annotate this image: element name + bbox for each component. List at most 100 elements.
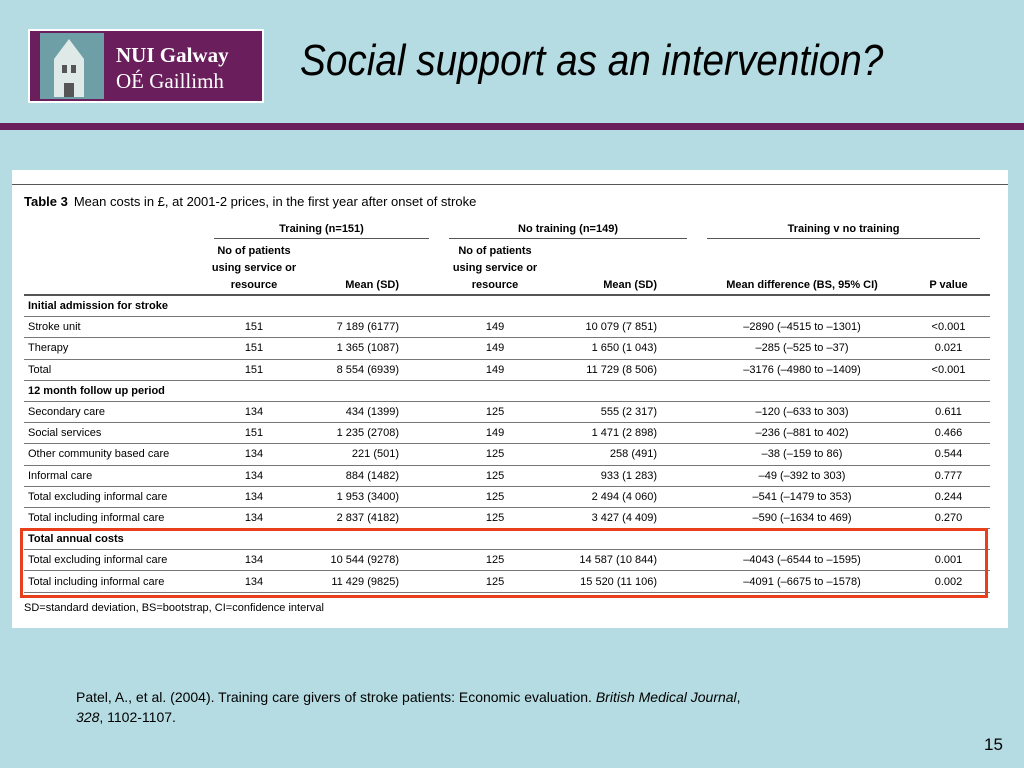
cell: 434 (1399) bbox=[304, 401, 440, 424]
row-label: Social services bbox=[24, 422, 204, 445]
cell: 134 bbox=[204, 401, 304, 424]
data-row: Other community based care 134 221 (501) 12… bbox=[24, 443, 991, 466]
caption-text: Mean costs in £, at 2001-2 prices, in th… bbox=[73, 194, 477, 209]
column-header: No of patients using service or resource bbox=[204, 242, 304, 296]
cell: 3 427 (4 409) bbox=[551, 507, 698, 530]
cell: 10 544 (9278) bbox=[304, 549, 440, 572]
cell: 8 554 (6939) bbox=[304, 359, 440, 381]
slide-title: Social support as an intervention? bbox=[300, 36, 884, 85]
cell: 11 729 (8 506) bbox=[551, 359, 698, 381]
citation-pages: , 1102-1107. bbox=[99, 709, 176, 725]
column-header: Mean difference (BS, 95% CI) bbox=[697, 242, 908, 296]
cell: 0.611 bbox=[907, 401, 991, 424]
row-label: Total bbox=[24, 359, 204, 381]
cell: 125 bbox=[439, 443, 552, 466]
cell: 151 bbox=[204, 422, 304, 445]
data-row: Informal care 134 884 (1482) 125 933 (1 283)… bbox=[24, 465, 991, 487]
row-label: Total including informal care bbox=[24, 507, 204, 530]
cell: 884 (1482) bbox=[304, 465, 440, 487]
cell: –3176 (–4980 to –1409) bbox=[697, 359, 908, 381]
data-row: Secondary care 134 434 (1399) 125 555 (2 317… bbox=[24, 401, 991, 424]
column-header: P value bbox=[907, 242, 991, 296]
cell: –4091 (–6675 to –1578) bbox=[697, 570, 908, 593]
cell: 134 bbox=[204, 549, 304, 572]
footnote: SD=standard deviation, BS=bootstrap, CI=… bbox=[24, 602, 324, 614]
cell: –590 (–1634 to 469) bbox=[697, 507, 908, 530]
section-label: Initial admission for stroke bbox=[24, 295, 991, 318]
cell: 149 bbox=[439, 422, 552, 445]
cell: 0.001 bbox=[907, 549, 991, 572]
row-label: Total excluding informal care bbox=[24, 486, 204, 508]
data-row: Total 151 8 554 (6939) 149 11 729 (8 506) –31… bbox=[24, 359, 991, 381]
row-label: Informal care bbox=[24, 465, 204, 487]
logo-tower bbox=[40, 33, 104, 99]
citation-text: Patel, A., et al. (2004). Training care … bbox=[76, 689, 596, 705]
cell: 0.021 bbox=[907, 337, 991, 360]
citation: Patel, A., et al. (2004). Training care … bbox=[76, 687, 946, 727]
cell: 125 bbox=[439, 507, 552, 530]
citation-journal: British Medical Journal bbox=[595, 689, 737, 705]
cell: 125 bbox=[439, 401, 552, 424]
cell: 14 587 (10 844) bbox=[551, 549, 698, 572]
data-row: Social services 151 1 235 (2708) 149 1 471 (… bbox=[24, 422, 991, 445]
cell: 7 189 (6177) bbox=[304, 316, 440, 339]
highlight-box bbox=[20, 528, 988, 598]
cell: 0.270 bbox=[907, 507, 991, 530]
section-label: Total annual costs bbox=[24, 528, 991, 551]
cell: 134 bbox=[204, 443, 304, 466]
cell: 0.544 bbox=[907, 443, 991, 466]
cell: –120 (–633 to 303) bbox=[697, 401, 908, 424]
cell: 134 bbox=[204, 465, 304, 487]
row-label: Total excluding informal care bbox=[24, 549, 204, 572]
cell: 1 365 (1087) bbox=[304, 337, 440, 360]
cell: 1 953 (3400) bbox=[304, 486, 440, 508]
cell: 0.244 bbox=[907, 486, 991, 508]
caption-label: Table 3 bbox=[24, 194, 68, 209]
cell: 2 494 (4 060) bbox=[551, 486, 698, 508]
data-row: Stroke unit 151 7 189 (6177) 149 10 079 (7 8… bbox=[24, 316, 991, 339]
cell: 11 429 (9825) bbox=[304, 570, 440, 593]
cell: 221 (501) bbox=[304, 443, 440, 466]
cell: 15 520 (11 106) bbox=[551, 570, 698, 593]
cell: –49 (–392 to 303) bbox=[697, 465, 908, 487]
citation-sep: , bbox=[736, 689, 741, 705]
cell: 2 837 (4182) bbox=[304, 507, 440, 530]
cell: 134 bbox=[204, 507, 304, 530]
cell: –285 (–525 to –37) bbox=[697, 337, 908, 360]
cell: 0.002 bbox=[907, 570, 991, 593]
cell: 0.777 bbox=[907, 465, 991, 487]
section-label: 12 month follow up period bbox=[24, 380, 991, 402]
column-header: Mean (SD) bbox=[551, 242, 698, 296]
data-row: Total including informal care 134 2 837 (4… bbox=[24, 507, 991, 530]
cell: 125 bbox=[439, 570, 552, 593]
data-row: Total excluding informal care 134 1 953 (3… bbox=[24, 486, 991, 508]
row-label: Secondary care bbox=[24, 401, 204, 424]
citation-volume: 328 bbox=[76, 709, 100, 725]
cell: 125 bbox=[439, 465, 552, 487]
cell: 149 bbox=[439, 337, 552, 360]
cell: 10 079 (7 851) bbox=[551, 316, 698, 339]
section-row: 12 month follow up period bbox=[24, 380, 991, 402]
column-header: Mean (SD) bbox=[304, 242, 440, 296]
empty-cell bbox=[24, 220, 204, 242]
group-header-cell: Training v no training bbox=[697, 220, 990, 242]
divider bbox=[0, 123, 1024, 130]
logo-text: NUI Galway bbox=[116, 43, 229, 67]
cell: 151 bbox=[204, 359, 304, 381]
cell: 134 bbox=[204, 486, 304, 508]
column-header: No of patients using service or resource bbox=[439, 242, 552, 296]
group-header-cell: No training (n=149) bbox=[439, 220, 697, 242]
cell: 555 (2 317) bbox=[551, 401, 698, 424]
cell: <0.001 bbox=[907, 359, 991, 381]
cell: 149 bbox=[439, 316, 552, 339]
cell: –236 (–881 to 402) bbox=[697, 422, 908, 445]
data-row: Therapy 151 1 365 (1087) 149 1 650 (1 043) –2… bbox=[24, 337, 991, 360]
cell: –4043 (–6544 to –1595) bbox=[697, 549, 908, 572]
cell: 1 471 (2 898) bbox=[551, 422, 698, 445]
cell: 0.466 bbox=[907, 422, 991, 445]
group-header-row: Training (n=151) No training (n=149) Train… bbox=[24, 220, 990, 242]
cell: 149 bbox=[439, 359, 552, 381]
group-header: Training v no training bbox=[707, 223, 981, 239]
cell: –541 (–1479 to 353) bbox=[697, 486, 908, 508]
